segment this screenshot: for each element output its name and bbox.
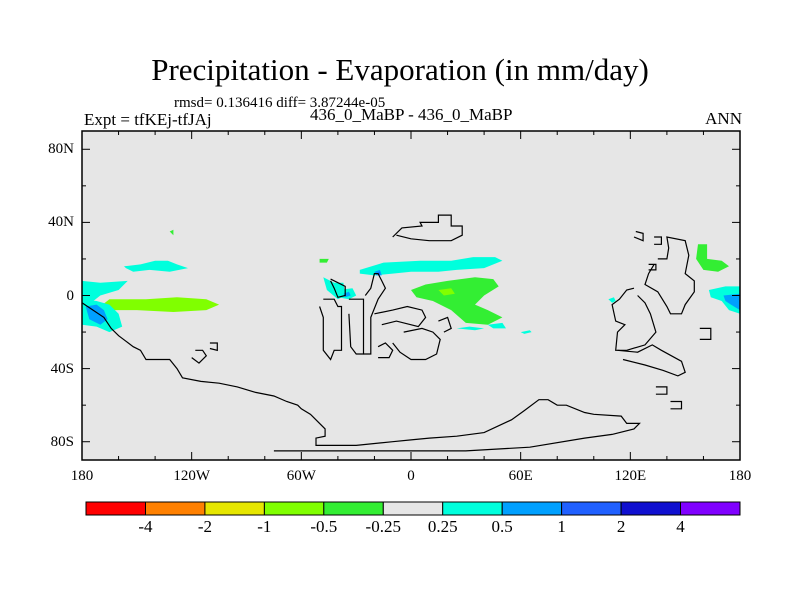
axis-ticks bbox=[81, 131, 741, 460]
anomaly-region-17 bbox=[520, 330, 532, 334]
y-tick-label: 0 bbox=[66, 287, 75, 304]
coastline-0 bbox=[82, 302, 641, 452]
coastline-18 bbox=[644, 236, 695, 315]
anomaly-region-4 bbox=[124, 260, 188, 272]
colorbar-box bbox=[323, 501, 384, 516]
colorbar-box bbox=[145, 501, 206, 516]
coastline-14 bbox=[648, 263, 657, 271]
coastline-2 bbox=[209, 342, 218, 352]
coastline-17 bbox=[655, 386, 668, 395]
x-tick-label: 180 bbox=[70, 468, 94, 484]
anomaly-region-12 bbox=[169, 229, 174, 236]
colorbar-box bbox=[620, 501, 682, 516]
colorbar-box bbox=[204, 501, 265, 516]
experiment-label: Expt = tfKEj-tfJAj bbox=[84, 110, 212, 129]
coastline-15 bbox=[611, 287, 657, 351]
coastline-9 bbox=[392, 327, 441, 361]
colorbar-box bbox=[501, 501, 563, 516]
colorbar-box bbox=[561, 501, 622, 516]
x-tick-label: 180 bbox=[728, 468, 752, 484]
map-background bbox=[82, 131, 740, 460]
colorbar-box bbox=[85, 501, 146, 516]
coastline-13 bbox=[654, 236, 663, 245]
anomaly-region-21 bbox=[723, 293, 740, 311]
colorbar-label: -1 bbox=[257, 517, 272, 536]
anomaly-region-16 bbox=[487, 322, 506, 329]
x-tick-label: 60W bbox=[286, 468, 316, 484]
season-label: ANN bbox=[705, 109, 742, 128]
colorbar-box bbox=[442, 501, 503, 516]
anomaly-region-1 bbox=[82, 280, 128, 303]
coastline-10 bbox=[377, 342, 394, 359]
coastline-6 bbox=[363, 273, 387, 355]
anomaly-region-14 bbox=[438, 288, 455, 296]
y-tick-label: 40N bbox=[48, 214, 74, 231]
coastline-8 bbox=[374, 305, 427, 328]
coastline-19 bbox=[699, 327, 712, 340]
colorbar-label: -2 bbox=[197, 517, 212, 536]
colorbar-box bbox=[680, 501, 741, 516]
coastline-20 bbox=[670, 400, 683, 410]
x-tick-label: 120W bbox=[173, 468, 210, 484]
colorbar-label: -0.5 bbox=[310, 517, 338, 536]
coastline-7 bbox=[392, 214, 463, 242]
colorbar-label: 1 bbox=[557, 517, 566, 536]
anomaly-region-20 bbox=[708, 286, 740, 314]
anomaly-region-11 bbox=[411, 277, 503, 325]
colorbar-label: 0.25 bbox=[427, 517, 458, 536]
coastline-3 bbox=[330, 278, 346, 299]
anomaly-region-15 bbox=[456, 326, 485, 331]
coastline-16 bbox=[617, 344, 686, 377]
y-tick-label: 80S bbox=[50, 433, 74, 450]
anomaly-region-0 bbox=[91, 297, 220, 314]
colorbar-box bbox=[263, 501, 325, 516]
anomaly-fill-layer bbox=[82, 229, 740, 334]
coastline-1 bbox=[191, 349, 208, 364]
colorbar-label: 0.5 bbox=[491, 517, 513, 536]
x-tick-label: 120E bbox=[614, 468, 647, 484]
coastline-4 bbox=[319, 298, 343, 361]
colorbar-box bbox=[382, 501, 444, 516]
colorbar-label: 4 bbox=[676, 517, 685, 536]
y-tick-label: 80N bbox=[48, 141, 74, 158]
case-label: 436_0_MaBP - 436_0_MaBP bbox=[310, 105, 513, 124]
rmsd-diff-stats: rmsd= 0.136416 diff= 3.87244e-05 bbox=[174, 95, 386, 111]
x-tick-label: 60E bbox=[508, 468, 533, 484]
anomaly-region-18 bbox=[608, 297, 616, 303]
plot-title: Precipitation - Evaporation (in mm/day) bbox=[151, 52, 649, 87]
anomaly-region-19 bbox=[696, 244, 729, 272]
colorbar-label: 2 bbox=[616, 517, 626, 536]
coastline-11 bbox=[438, 316, 452, 333]
colorbar bbox=[85, 501, 741, 516]
coastline-12 bbox=[633, 230, 644, 242]
y-tick-label: 40S bbox=[50, 360, 74, 377]
coastline-layer bbox=[82, 214, 712, 452]
x-tick-label: 0 bbox=[407, 468, 415, 484]
colorbar-label: -4 bbox=[138, 517, 153, 536]
anomaly-region-13 bbox=[319, 258, 329, 263]
colorbar-label: -0.25 bbox=[365, 517, 401, 536]
anomaly-region-6 bbox=[359, 257, 503, 276]
coastline-5 bbox=[348, 298, 365, 355]
